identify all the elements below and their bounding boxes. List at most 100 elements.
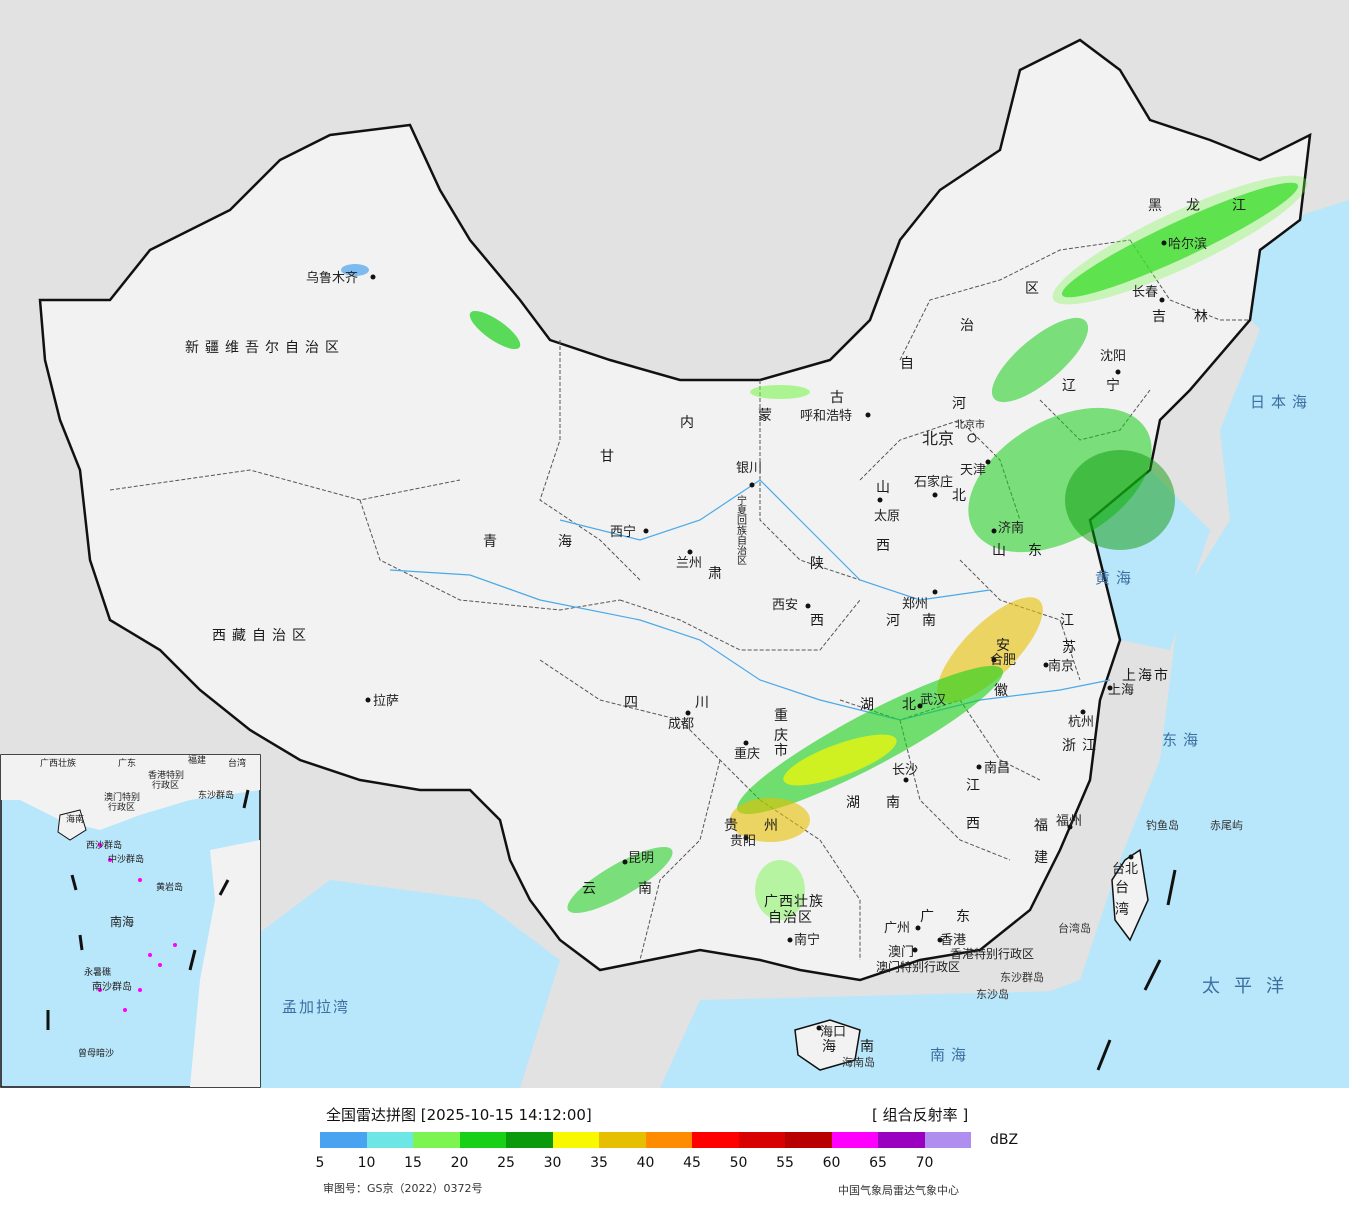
city-changchun: 长春 (1132, 285, 1158, 300)
label-neimenggu-3: 古 (830, 390, 850, 406)
echo-xinjiang (469, 310, 521, 350)
radar-map: 新疆维吾尔自治区 西藏自治区 青 海 甘 肃 四 川 云 南 贵 州 广西壮族 … (0, 0, 1349, 1088)
scale-segment (785, 1132, 832, 1148)
city-zhengzhou: 郑州 (902, 597, 928, 612)
city-lanzhou: 兰州 (676, 556, 702, 571)
label-henan-2: 南 (922, 613, 942, 629)
city-haikou: 海口 (820, 1025, 846, 1040)
echo-northeast-band (1061, 182, 1299, 298)
label-guangxi-2: 自治区 (768, 910, 813, 926)
inset-zhongsha: 中沙群岛 (108, 853, 144, 865)
label-qinghai-2: 海 (558, 534, 578, 550)
scale-tick-label: 70 (915, 1155, 934, 1171)
sea-donghai: 东海 (1162, 731, 1204, 749)
label-neimenggu-1: 内 (680, 415, 700, 431)
inset-huangyan: 黄岩岛 (156, 881, 183, 893)
label-hunan-2: 南 (886, 795, 906, 811)
label-jiangsu-2: 苏 (1062, 640, 1082, 656)
city-urumqi: 乌鲁木齐 (306, 270, 358, 286)
label-guizhou-2: 州 (764, 818, 784, 834)
echo-liaoning (991, 317, 1089, 403)
scale-tick-label: 40 (636, 1155, 655, 1171)
city-nanning: 南宁 (794, 932, 820, 948)
scale-segment (738, 1132, 785, 1148)
city-xian: 西安 (772, 598, 798, 613)
echo-shandong (1065, 450, 1175, 550)
radar-echoes (341, 175, 1308, 920)
label-jiangxi-2: 西 (966, 816, 986, 832)
scale-tick-label: 65 (869, 1155, 887, 1171)
scale-segment (878, 1132, 925, 1148)
echo-guizhou (730, 798, 810, 842)
scale-segment (831, 1132, 878, 1148)
inset-coast (1, 755, 260, 830)
inset-hk: 香港特别 (148, 769, 184, 781)
echo-urumqi (341, 264, 369, 276)
label-anhui-1: 安 (996, 638, 1016, 654)
label-jilin-1: 吉 (1152, 309, 1172, 325)
label-guangxi-1: 广西壮族 (764, 894, 824, 910)
label-macau-region: 澳门特别行政区 (876, 959, 960, 974)
sea-mengjiala: 孟加拉湾 (282, 998, 350, 1016)
label-yunnan-1: 云 (582, 881, 602, 897)
label-neimenggu-5: 治 (960, 318, 980, 334)
inset-yongshu: 永暑礁 (84, 966, 111, 978)
label-guangdong-2: 东 (956, 909, 976, 925)
city-hongkong: 香港 (940, 933, 966, 948)
label-hubei-2: 北 (902, 697, 922, 713)
label-taiwan-2: 湾 (1115, 901, 1135, 918)
inset-fujian: 福建 (188, 754, 206, 766)
inset-hainan (57, 809, 87, 841)
inset-right-land (190, 840, 260, 1087)
label-shanghai-city: 上海市 (1122, 667, 1170, 684)
label-henan-1: 河 (886, 613, 906, 629)
label-liaoning-1: 辽 (1062, 378, 1082, 394)
scale-tick-label: 25 (497, 1155, 515, 1171)
city-ningxia: 宁夏回族自治区 (735, 494, 747, 565)
label-xinjiang: 新疆维吾尔自治区 (185, 340, 345, 356)
echo-yunnan (567, 846, 673, 914)
city-nanchang: 南昌 (984, 760, 1010, 776)
inset-guangxi: 广西壮族 (40, 757, 76, 769)
label-hubei-1: 湖 (860, 697, 880, 713)
scale-segment (924, 1132, 971, 1148)
label-xizang: 西藏自治区 (212, 628, 312, 644)
scale-tick-label: 35 (590, 1155, 608, 1171)
city-hefei: 合肥 (990, 653, 1016, 668)
scale-segment (552, 1132, 599, 1148)
label-neimenggu-2: 蒙 (758, 408, 778, 424)
label-neimenggu-4: 自 (900, 356, 920, 372)
inset-hk2: 行政区 (152, 779, 179, 791)
inset-macau: 澳门特别 (104, 791, 140, 803)
label-gansu-1: 甘 (600, 449, 620, 465)
label-chongqing-2: 庆 (774, 728, 794, 744)
sea-huanghai: 黄海 (1095, 569, 1137, 587)
label-yunnan-2: 南 (638, 881, 658, 897)
label-heilongjiang-2: 龙 (1186, 198, 1206, 214)
inset-taiwan: 台湾 (228, 757, 246, 769)
city-shenyang: 沈阳 (1100, 349, 1126, 364)
city-changsha: 长沙 (892, 763, 918, 778)
city-wuhan: 武汉 (920, 693, 946, 708)
city-tianjin: 天津 (960, 463, 986, 478)
inset-xisha: 西沙群岛 (86, 839, 122, 851)
label-qinghai-1: 青 (483, 534, 503, 550)
label-shanxi-1: 山 (876, 480, 896, 496)
rivers (389, 479, 1111, 721)
label-sichuan-2: 川 (695, 695, 715, 711)
city-chengdu: 成都 (668, 717, 694, 732)
china-radar-mosaic-map: 新疆维吾尔自治区 西藏自治区 青 海 甘 肃 四 川 云 南 贵 州 广西壮族 … (0, 38, 1349, 1088)
city-beijing: 北京 (922, 429, 954, 448)
scale-tick-label: 60 (822, 1155, 841, 1171)
city-guangzhou: 广州 (884, 921, 910, 936)
label-hainan-2: 南 (860, 1039, 880, 1055)
label-heilongjiang-3: 江 (1232, 198, 1252, 214)
label-gansu-2: 肃 (708, 566, 728, 582)
scale-segment (320, 1132, 367, 1148)
scale-segment (413, 1132, 460, 1148)
city-taiyuan: 太原 (874, 509, 900, 524)
label-hunan-1: 湖 (846, 795, 866, 811)
label-hebei-1: 河 (952, 396, 972, 412)
legend-unit: dBZ (990, 1132, 1019, 1148)
label-heilongjiang-1: 黑 (1148, 198, 1168, 214)
